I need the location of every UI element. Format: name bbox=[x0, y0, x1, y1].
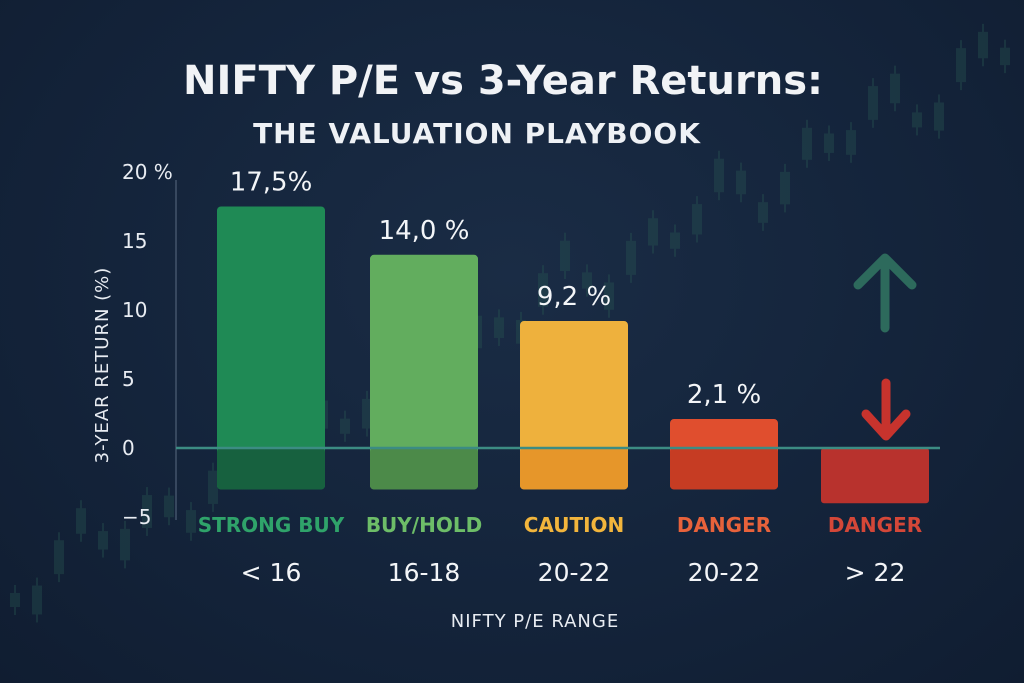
candle-body bbox=[824, 133, 834, 153]
candle-body bbox=[10, 593, 20, 607]
verdict-label: DANGER bbox=[677, 513, 771, 537]
chart-subtitle: THE VALUATION PLAYBOOK bbox=[253, 117, 701, 150]
bar-negative-segment bbox=[217, 448, 325, 490]
up-arrow-icon bbox=[853, 253, 917, 333]
candle-body bbox=[626, 240, 636, 275]
y-tick-label: 0 bbox=[122, 436, 135, 460]
candle-body bbox=[142, 495, 152, 528]
verdict-label: CAUTION bbox=[524, 513, 625, 537]
candle-body bbox=[780, 171, 790, 205]
bar bbox=[821, 448, 929, 504]
candle-body bbox=[802, 127, 812, 160]
candle-body bbox=[76, 508, 86, 534]
candle-body bbox=[560, 240, 570, 272]
bar-negative-segment bbox=[670, 448, 778, 490]
verdict-labels: STRONG BUY BUY/HOLD CAUTION DANGER DANGER bbox=[198, 513, 922, 537]
candle-body bbox=[98, 531, 108, 550]
x-axis-label: NIFTY P/E RANGE bbox=[451, 611, 619, 632]
chart-title: NIFTY P/E vs 3-Year Returns: bbox=[183, 58, 823, 104]
down-arrow-icon bbox=[861, 378, 911, 441]
annotation-arrows bbox=[853, 253, 917, 441]
y-tick-label: −5 bbox=[122, 505, 151, 529]
bars bbox=[217, 206, 929, 504]
value-label: 2,1 % bbox=[687, 380, 761, 410]
y-axis-ticks: 20 % 15 10 5 0 −5 bbox=[122, 160, 173, 529]
candle-body bbox=[670, 232, 680, 249]
bar-negative-segment bbox=[520, 448, 628, 490]
y-tick-label: 10 bbox=[122, 298, 147, 322]
candle-body bbox=[978, 31, 988, 59]
candle-body bbox=[340, 418, 350, 434]
bar bbox=[217, 206, 325, 490]
candle-body bbox=[582, 272, 592, 289]
candle-body bbox=[186, 510, 196, 533]
category-label: < 16 bbox=[241, 558, 302, 587]
candle-body bbox=[120, 528, 130, 561]
candle-body bbox=[54, 540, 64, 575]
bar-negative-segment bbox=[370, 448, 478, 490]
value-label: 17,5% bbox=[230, 168, 313, 198]
verdict-label: BUY/HOLD bbox=[366, 513, 482, 537]
candle-body bbox=[868, 86, 878, 120]
y-tick-label: 15 bbox=[122, 229, 147, 253]
candle-body bbox=[846, 130, 856, 155]
y-tick-label: 20 % bbox=[122, 160, 173, 184]
candle-body bbox=[164, 495, 174, 518]
candle-body bbox=[538, 273, 548, 307]
candle-body bbox=[1000, 47, 1010, 66]
candle-body bbox=[648, 218, 658, 246]
candle-body bbox=[692, 204, 702, 235]
candle-body bbox=[956, 48, 966, 83]
value-label: 9,2 % bbox=[537, 282, 611, 312]
bar bbox=[370, 254, 478, 490]
value-label: 14,0 % bbox=[379, 216, 470, 246]
category-labels: < 16 16-18 20-22 20-22 > 22 bbox=[241, 558, 906, 587]
y-axis-label: 3-YEAR RETURN (%) bbox=[92, 267, 113, 464]
verdict-label: DANGER bbox=[828, 513, 922, 537]
candle-body bbox=[494, 317, 504, 338]
y-tick-label: 5 bbox=[122, 367, 135, 391]
candle-body bbox=[32, 585, 42, 615]
candle-body bbox=[604, 282, 614, 310]
candle-body bbox=[758, 202, 768, 223]
verdict-label: STRONG BUY bbox=[198, 513, 345, 537]
candle-body bbox=[362, 398, 372, 429]
category-label: 16-18 bbox=[388, 558, 461, 587]
value-labels: 17,5% 14,0 % 9,2 % 2,1 % bbox=[230, 168, 761, 411]
candle-body bbox=[934, 102, 944, 131]
candle-body bbox=[714, 158, 724, 193]
category-label: 20-22 bbox=[688, 558, 761, 587]
category-label: 20-22 bbox=[538, 558, 611, 587]
candle-body bbox=[208, 470, 218, 504]
candle-body bbox=[736, 170, 746, 195]
candle-body bbox=[912, 112, 922, 128]
candle-body bbox=[890, 73, 900, 104]
category-label: > 22 bbox=[845, 558, 906, 587]
